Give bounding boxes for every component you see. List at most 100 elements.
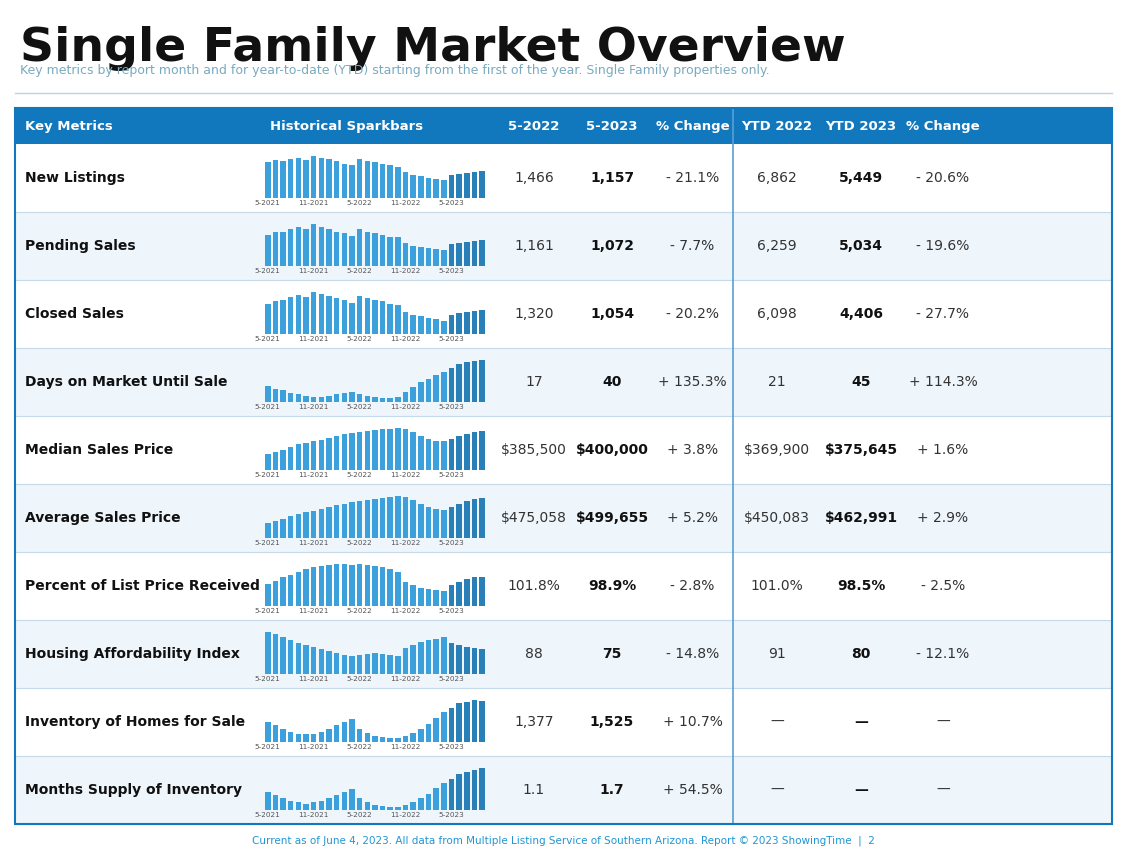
Bar <box>449 438 454 470</box>
Text: 11-2022: 11-2022 <box>391 812 421 818</box>
Bar <box>365 565 370 606</box>
Text: YTD 2022: YTD 2022 <box>742 120 813 133</box>
Text: 1.1: 1.1 <box>522 783 545 797</box>
Bar <box>327 229 332 266</box>
Bar <box>280 519 286 538</box>
Bar <box>434 788 439 810</box>
Bar <box>327 438 332 470</box>
Text: % Change: % Change <box>655 120 730 133</box>
Bar <box>265 386 270 402</box>
Bar <box>272 634 278 674</box>
Text: 1,072: 1,072 <box>590 239 634 253</box>
Text: —: — <box>936 783 950 797</box>
Bar <box>449 778 454 810</box>
Bar <box>379 398 385 402</box>
Bar <box>403 581 409 606</box>
Bar <box>327 296 332 334</box>
Bar <box>15 552 1112 620</box>
Text: 5-2021: 5-2021 <box>254 200 280 206</box>
Bar <box>434 590 439 606</box>
Text: - 20.2%: - 20.2% <box>665 307 720 321</box>
Bar <box>357 159 363 198</box>
Text: Housing Affordability Index: Housing Affordability Index <box>25 647 240 661</box>
Bar <box>434 319 439 334</box>
Bar <box>349 302 355 334</box>
Bar <box>365 431 370 470</box>
Bar <box>288 229 294 266</box>
Bar <box>411 175 415 198</box>
Bar <box>449 507 454 538</box>
Bar <box>472 648 477 674</box>
Bar <box>319 158 324 198</box>
Bar <box>334 161 339 198</box>
Bar <box>426 318 431 334</box>
Text: 5-2023: 5-2023 <box>587 120 637 133</box>
Bar <box>288 639 294 674</box>
Bar <box>349 657 355 674</box>
Bar <box>403 805 409 810</box>
Bar <box>472 499 477 538</box>
Text: 17: 17 <box>525 375 543 389</box>
Bar <box>418 247 423 266</box>
Bar <box>319 440 324 470</box>
Text: $375,645: $375,645 <box>824 443 897 457</box>
Text: 5-2023: 5-2023 <box>439 336 464 342</box>
Bar <box>464 702 470 742</box>
Text: Median Sales Price: Median Sales Price <box>25 443 173 457</box>
Bar <box>418 503 423 538</box>
Bar <box>456 775 462 810</box>
Text: 5-2021: 5-2021 <box>254 540 280 546</box>
Text: - 27.7%: - 27.7% <box>917 307 969 321</box>
Text: 101.0%: 101.0% <box>751 579 803 593</box>
Bar <box>341 393 347 402</box>
Bar <box>265 523 270 538</box>
Bar <box>395 237 401 266</box>
Bar <box>418 176 423 198</box>
Bar <box>341 300 347 334</box>
Bar <box>280 300 286 334</box>
Bar <box>411 500 415 538</box>
Bar <box>395 167 401 198</box>
Text: 11-2021: 11-2021 <box>298 608 329 614</box>
Text: 5-2022: 5-2022 <box>347 336 373 342</box>
Text: —: — <box>854 715 868 729</box>
Text: 5-2023: 5-2023 <box>439 540 464 546</box>
Bar <box>357 432 363 470</box>
Bar <box>15 348 1112 416</box>
Bar <box>434 375 439 402</box>
Bar <box>426 723 431 742</box>
Bar <box>341 655 347 674</box>
Bar <box>426 589 431 606</box>
Bar <box>311 646 316 674</box>
Text: 5-2022: 5-2022 <box>347 540 373 546</box>
Bar <box>319 800 324 810</box>
Bar <box>373 566 377 606</box>
Text: + 2.9%: + 2.9% <box>918 511 968 525</box>
Bar <box>449 643 454 674</box>
Bar <box>472 432 477 470</box>
Bar <box>472 311 477 334</box>
Bar <box>472 172 477 198</box>
Text: 91: 91 <box>768 647 786 661</box>
Bar <box>327 728 332 742</box>
Bar <box>334 298 339 334</box>
Bar <box>418 587 423 606</box>
Bar <box>319 732 324 742</box>
Bar <box>280 799 286 810</box>
Bar <box>480 310 485 334</box>
Text: 1,525: 1,525 <box>590 715 634 729</box>
Text: 6,259: 6,259 <box>757 239 797 253</box>
Bar <box>334 725 339 742</box>
Bar <box>411 315 415 334</box>
Bar <box>403 312 409 334</box>
Bar <box>349 165 355 198</box>
Text: 5-2023: 5-2023 <box>439 812 464 818</box>
Bar <box>265 793 270 810</box>
Bar <box>379 163 385 198</box>
Text: Percent of List Price Received: Percent of List Price Received <box>25 579 260 593</box>
Text: 45: 45 <box>851 375 870 389</box>
Text: 5-2022: 5-2022 <box>508 120 560 133</box>
Text: 5-2023: 5-2023 <box>439 200 464 206</box>
Bar <box>341 722 347 742</box>
Text: - 12.1%: - 12.1% <box>917 647 969 661</box>
